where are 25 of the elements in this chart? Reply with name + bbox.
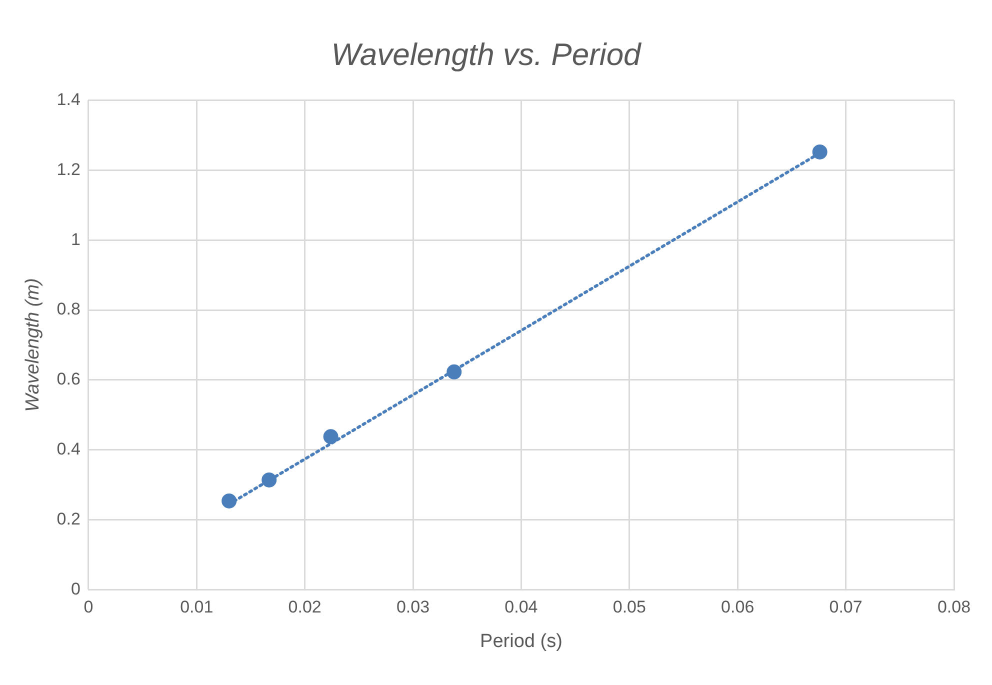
y-tick-label: 0 (70, 579, 80, 598)
y-tick-label: 0.6 (56, 370, 80, 389)
x-tick-label: 0 (84, 598, 94, 617)
point (323, 429, 338, 444)
x-tick-label: 0.08 (937, 598, 971, 617)
y-tick-label: 0.4 (56, 440, 80, 459)
chart-title: Wavelength vs. Period (331, 37, 643, 72)
y-tick-label: 0.2 (56, 510, 80, 529)
y-tick-label: 1 (70, 230, 80, 249)
x-tick-label: 0.06 (721, 598, 754, 617)
point (262, 472, 277, 488)
x-axis-title: Period (s) (480, 630, 562, 652)
x-tick-label: 0.07 (829, 598, 862, 617)
x-tick-label: 0.02 (288, 598, 322, 617)
point (222, 493, 237, 508)
y-tick-label: 0.8 (56, 300, 80, 319)
x-tick-label: 0.01 (180, 598, 214, 617)
point (446, 364, 462, 380)
x-tick-label: 0.05 (612, 598, 646, 617)
x-tick-label: 0.04 (504, 598, 538, 617)
x-tick-label: 0.03 (396, 598, 430, 617)
point (812, 144, 828, 160)
y-tick-label: 1.2 (56, 160, 80, 179)
y-axis-title: Wavelength (m) (22, 278, 44, 412)
y-tick-label: 1.4 (56, 90, 80, 109)
